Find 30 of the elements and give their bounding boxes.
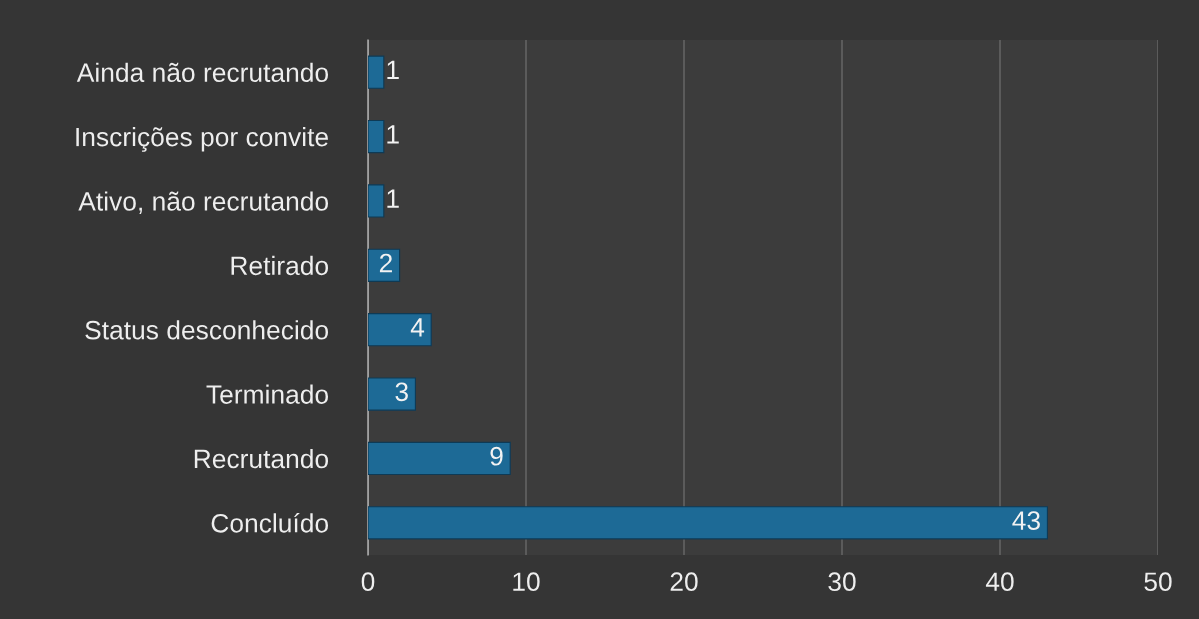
bar bbox=[368, 55, 385, 89]
y-tick-label: Ainda não recrutando bbox=[76, 62, 329, 83]
y-tick-label: Terminado bbox=[206, 384, 329, 404]
bar bbox=[368, 441, 511, 476]
bar bbox=[368, 184, 385, 218]
bar bbox=[368, 119, 385, 154]
bar bbox=[368, 506, 1048, 540]
data-label: 9 bbox=[490, 446, 503, 466]
x-tick-label: 30 bbox=[828, 572, 856, 592]
y-tick-label: Concluído bbox=[211, 512, 329, 533]
x-tick-label: 20 bbox=[670, 572, 698, 592]
x-tick-label: 40 bbox=[985, 572, 1014, 592]
data-label: 4 bbox=[410, 318, 425, 337]
y-tick-label: Ativo, não recrutando bbox=[78, 191, 329, 214]
data-label: 2 bbox=[379, 253, 392, 273]
y-tick-label: Status desconhecido bbox=[85, 320, 329, 340]
x-tick-label: 10 bbox=[513, 572, 540, 592]
x-tick-label: 50 bbox=[1144, 572, 1172, 592]
data-label: 1 bbox=[387, 60, 399, 80]
y-tick-label: Inscrições por convite bbox=[76, 127, 328, 152]
bar bbox=[368, 313, 432, 347]
data-label: 1 bbox=[387, 189, 399, 208]
x-tick-label: 0 bbox=[361, 572, 375, 592]
y-tick-label: Retirado bbox=[231, 255, 329, 276]
data-label: 1 bbox=[387, 125, 399, 144]
bar bbox=[368, 248, 401, 282]
data-label: 3 bbox=[395, 382, 408, 402]
bar bbox=[368, 377, 416, 411]
data-label: 43 bbox=[1012, 511, 1040, 530]
y-tick-label: Recrutando bbox=[194, 448, 329, 469]
